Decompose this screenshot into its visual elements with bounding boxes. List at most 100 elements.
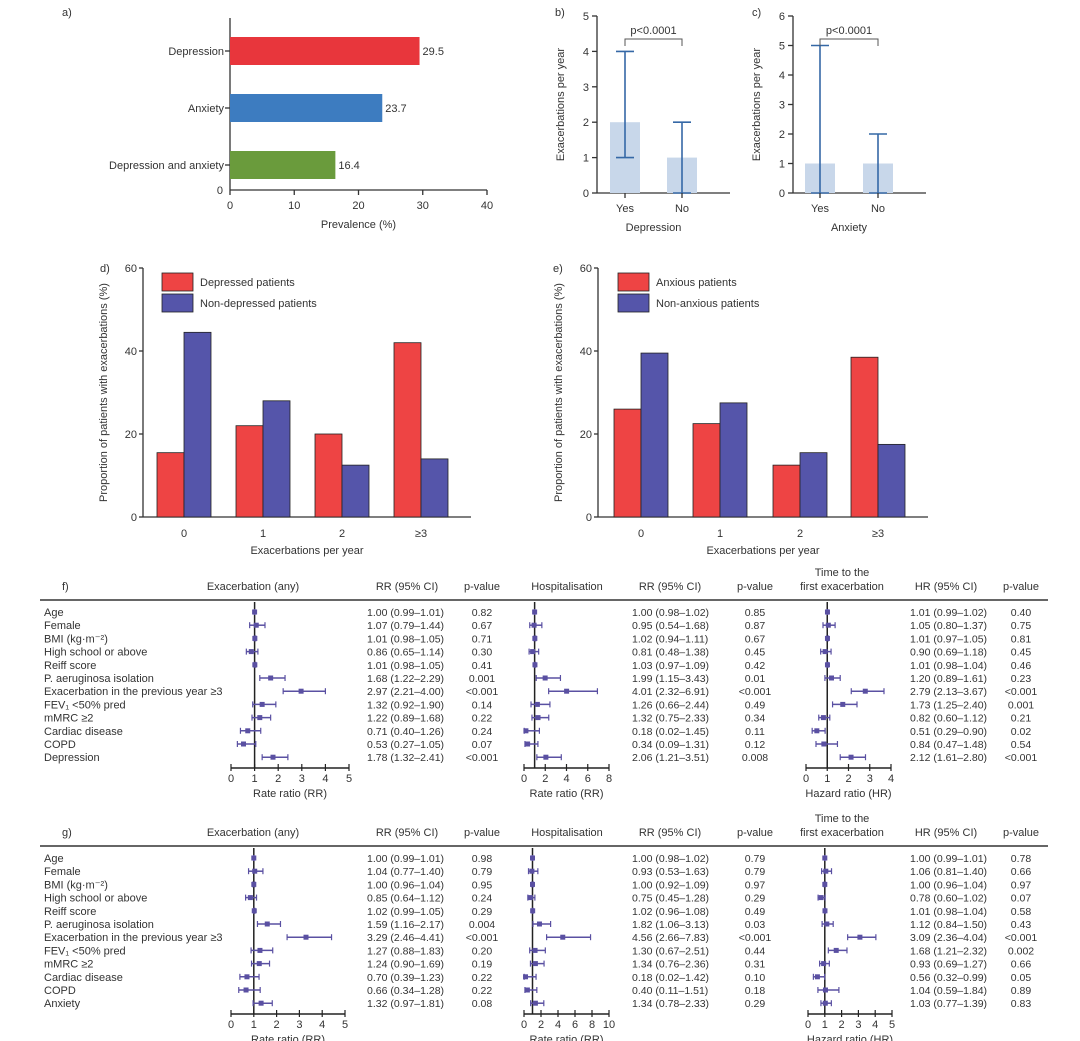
legend-swatch bbox=[161, 293, 194, 313]
estimate-value: 2.97 (2.21–4.00) bbox=[367, 686, 444, 698]
point-estimate bbox=[248, 649, 254, 655]
estimate-value: 1.00 (0.96–1.04) bbox=[367, 879, 444, 891]
x-tick-label: 0 bbox=[521, 1019, 527, 1031]
point-estimate bbox=[833, 947, 839, 953]
x-axis-label: Exacerbations per year bbox=[706, 545, 819, 557]
x-tick-label: 3 bbox=[296, 1019, 302, 1031]
model-title: Time to the bbox=[815, 813, 870, 825]
point-estimate bbox=[257, 715, 263, 721]
point-estimate bbox=[862, 688, 868, 694]
estimate-value: 1.00 (0.96–1.04) bbox=[910, 879, 987, 891]
row-label: High school or above bbox=[44, 893, 147, 905]
row-label: High school or above bbox=[44, 647, 147, 659]
p-value: 0.14 bbox=[472, 699, 493, 711]
estimate-value: 1.01 (0.98–1.05) bbox=[367, 633, 444, 645]
row-label: BMI (kg·m⁻²) bbox=[44, 879, 108, 891]
y-tick-label: 0 bbox=[131, 512, 137, 524]
p-value: 0.22 bbox=[472, 713, 493, 725]
x-axis-label: Rate ratio (RR) bbox=[253, 788, 327, 800]
estimate-value: 0.90 (0.69–1.18) bbox=[910, 647, 987, 659]
estimate-value: 1.00 (0.99–1.01) bbox=[367, 853, 444, 865]
estimate-value: 1.04 (0.59–1.84) bbox=[910, 985, 987, 997]
x-tick-label: ≥3 bbox=[872, 528, 884, 540]
x-tick-label: 1 bbox=[717, 528, 723, 540]
bar-blue bbox=[183, 331, 212, 518]
y-tick-label: 20 bbox=[580, 429, 592, 441]
value-label: 29.5 bbox=[423, 46, 444, 58]
x-tick-label: 4 bbox=[322, 773, 328, 785]
x-tick-label: 0 bbox=[803, 773, 809, 785]
p-value: <0.001 bbox=[466, 686, 499, 698]
p-value: 0.008 bbox=[742, 752, 768, 764]
point-estimate bbox=[252, 635, 258, 641]
row-label: mMRC ≥2 bbox=[44, 713, 93, 725]
estimate-value: 1.99 (1.15–3.43) bbox=[632, 673, 709, 685]
x-tick-label: 2 bbox=[839, 1019, 845, 1031]
p-value: 0.66 bbox=[1011, 866, 1032, 878]
estimate-value: 1.01 (0.99–1.02) bbox=[910, 607, 987, 619]
row-label: Anxiety bbox=[44, 998, 81, 1010]
p-value: 0.11 bbox=[745, 726, 765, 738]
estimate-value: 1.01 (0.98–1.05) bbox=[367, 660, 444, 672]
point-estimate bbox=[824, 921, 830, 927]
row-label: mMRC ≥2 bbox=[44, 959, 93, 971]
estimate-value: 0.82 (0.60–1.12) bbox=[910, 713, 987, 725]
point-estimate bbox=[542, 675, 548, 681]
estimate-value: 1.04 (0.77–1.40) bbox=[367, 866, 444, 878]
estimate-value: 1.05 (0.80–1.37) bbox=[910, 620, 987, 632]
point-estimate bbox=[264, 921, 270, 927]
legend-label: Non-anxious patients bbox=[656, 298, 760, 310]
p-value: 0.29 bbox=[472, 906, 493, 918]
estimate-value: 0.18 (0.02–1.42) bbox=[632, 972, 709, 984]
estimate-value: 0.56 (0.32–0.99) bbox=[910, 972, 987, 984]
p-value: 0.79 bbox=[745, 866, 766, 878]
x-axis-label: Exacerbations per year bbox=[250, 545, 363, 557]
estimate-value: 1.00 (0.99–1.01) bbox=[367, 607, 444, 619]
bar-blue bbox=[341, 464, 370, 518]
legend-swatch bbox=[617, 293, 650, 313]
x-tick-label: 3 bbox=[867, 773, 873, 785]
point-estimate bbox=[822, 649, 828, 655]
estimate-value: 1.32 (0.92–1.90) bbox=[367, 699, 444, 711]
x-tick-label: 20 bbox=[352, 200, 364, 212]
p-value: 0.001 bbox=[1008, 699, 1034, 711]
x-tick-label: Yes bbox=[811, 203, 829, 215]
point-estimate bbox=[532, 1000, 538, 1006]
point-estimate bbox=[532, 947, 538, 953]
estimate-value: 1.73 (1.25–2.40) bbox=[910, 699, 987, 711]
model-title: Exacerbation (any) bbox=[207, 827, 299, 839]
x-tick-label: 2 bbox=[845, 773, 851, 785]
estimate-value: 1.78 (1.32–2.41) bbox=[367, 752, 444, 764]
bar-blue bbox=[877, 443, 906, 518]
estimate-value: 1.68 (1.21–2.32) bbox=[910, 945, 987, 957]
p-value: 0.002 bbox=[1008, 945, 1034, 957]
estimate-value: 1.27 (0.88–1.83) bbox=[367, 945, 444, 957]
p-value: 0.05 bbox=[1011, 972, 1032, 984]
point-estimate bbox=[253, 622, 259, 628]
x-tick-label: 0 bbox=[227, 200, 233, 212]
p-value-header: p-value bbox=[1003, 581, 1039, 593]
p-value: 0.07 bbox=[1011, 893, 1032, 905]
p-value: 0.75 bbox=[1011, 620, 1032, 632]
p-value: 0.07 bbox=[472, 739, 493, 751]
model-title: Time to the bbox=[815, 567, 870, 579]
p-value: 0.79 bbox=[472, 866, 493, 878]
estimate-value: 0.66 (0.34–1.28) bbox=[367, 985, 444, 997]
estimate-value: 2.06 (1.21–3.51) bbox=[632, 752, 709, 764]
panel-label: d) bbox=[100, 263, 110, 275]
p-value: 0.29 bbox=[745, 998, 766, 1010]
estimate-value: 1.01 (0.97–1.05) bbox=[910, 633, 987, 645]
p-value: 0.22 bbox=[472, 985, 493, 997]
row-label: P. aeruginosa isolation bbox=[44, 673, 154, 685]
p-value: 0.49 bbox=[745, 906, 766, 918]
row-label: Age bbox=[44, 607, 64, 619]
point-estimate bbox=[268, 675, 274, 681]
row-label: COPD bbox=[44, 985, 76, 997]
point-estimate bbox=[814, 974, 820, 980]
row-label: P. aeruginosa isolation bbox=[44, 919, 154, 931]
row-label: Cardiac disease bbox=[44, 972, 123, 984]
panel-label: g) bbox=[62, 827, 72, 839]
estimate-value: 1.02 (0.96–1.08) bbox=[632, 906, 709, 918]
legend-swatch bbox=[161, 272, 194, 292]
point-estimate bbox=[532, 662, 538, 668]
